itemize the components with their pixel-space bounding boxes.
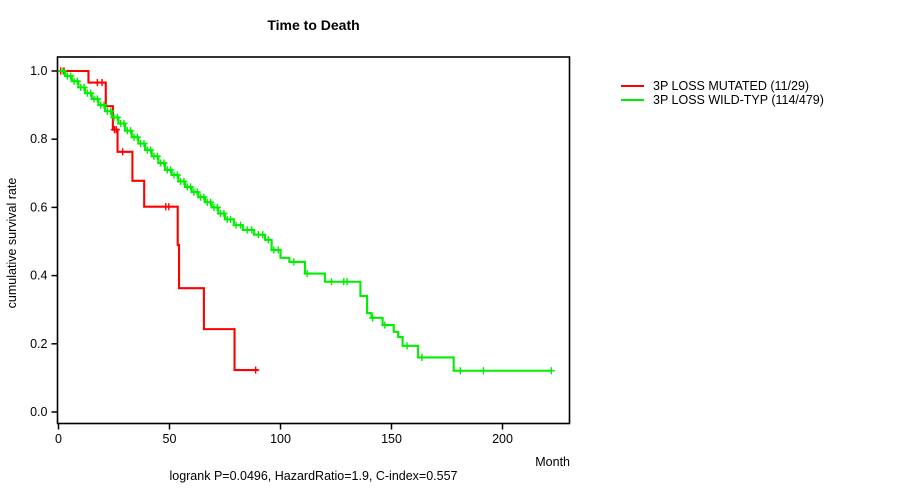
y-tick-label: 0.8 — [30, 132, 47, 146]
x-tick-label: 50 — [163, 432, 177, 446]
x-tick-label: 150 — [381, 432, 402, 446]
legend-item-wildtype: 3P LOSS WILD-TYP (114/479) — [621, 93, 824, 107]
legend-item-mutated: 3P LOSS MUTATED (11/29) — [621, 79, 824, 93]
legend-label-wildtype: 3P LOSS WILD-TYP (114/479) — [653, 93, 824, 107]
statistics-annotation: logrank P=0.0496, HazardRatio=1.9, C-ind… — [169, 469, 458, 483]
y-tick-label: 1.0 — [30, 64, 47, 78]
y-axis-label: cumulative survival rate — [5, 177, 19, 309]
y-tick-label: 0.2 — [30, 337, 47, 351]
x-tick-label: 200 — [492, 432, 513, 446]
x-tick-label: 0 — [55, 432, 62, 446]
x-tick-label: 100 — [270, 432, 291, 446]
legend-label-mutated: 3P LOSS MUTATED (11/29) — [653, 79, 810, 93]
legend-line-swatch-green — [621, 99, 644, 101]
km-curve — [58, 69, 259, 372]
y-tick-label: 0.0 — [30, 405, 47, 419]
km-curve — [58, 69, 552, 372]
plot-box — [56, 56, 571, 425]
legend: 3P LOSS MUTATED (11/29) 3P LOSS WILD-TYP… — [621, 79, 824, 107]
y-tick-label: 0.6 — [30, 200, 47, 214]
chart-title: Time to Death — [267, 17, 360, 33]
legend-line-swatch-red — [621, 85, 644, 87]
x-axis-label: Month — [535, 455, 570, 469]
y-tick-label: 0.4 — [30, 269, 47, 283]
